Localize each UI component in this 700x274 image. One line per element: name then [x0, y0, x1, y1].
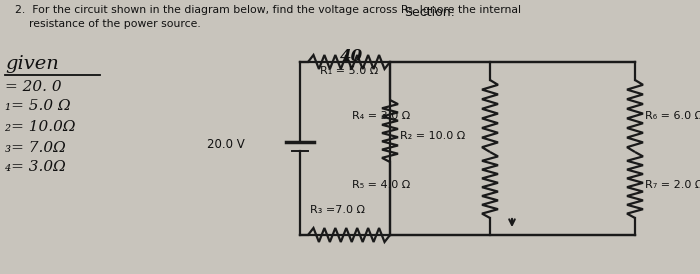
- Text: 2.  For the circuit shown in the diagram below, find the voltage across R₅. Igno: 2. For the circuit shown in the diagram …: [15, 5, 521, 15]
- Text: Section:: Section:: [405, 6, 456, 19]
- Text: ₁= 5.0 Ω: ₁= 5.0 Ω: [5, 99, 71, 113]
- Text: 40: 40: [340, 48, 363, 65]
- Text: = 20. 0: = 20. 0: [5, 80, 62, 94]
- Text: resistance of the power source.: resistance of the power source.: [15, 19, 201, 29]
- Text: R₄ = 3.0 Ω: R₄ = 3.0 Ω: [351, 111, 410, 121]
- Text: R₅ = 4.0 Ω: R₅ = 4.0 Ω: [351, 180, 410, 190]
- Text: 20.0 V: 20.0 V: [207, 138, 245, 152]
- Text: R₃ =7.0 Ω: R₃ =7.0 Ω: [310, 205, 365, 215]
- Text: ₄= 3.0Ω: ₄= 3.0Ω: [5, 160, 66, 174]
- Text: given: given: [5, 55, 59, 73]
- Text: ₂= 10.0Ω: ₂= 10.0Ω: [5, 120, 76, 134]
- Text: R₆ = 6.0 Ω: R₆ = 6.0 Ω: [645, 111, 700, 121]
- Text: R₂ = 10.0 Ω: R₂ = 10.0 Ω: [400, 131, 466, 141]
- Text: ₃= 7.0Ω: ₃= 7.0Ω: [5, 141, 66, 155]
- Text: R₇ = 2.0 Ω: R₇ = 2.0 Ω: [645, 180, 700, 190]
- Text: R₁ = 5.0 Ω: R₁ = 5.0 Ω: [320, 66, 378, 76]
